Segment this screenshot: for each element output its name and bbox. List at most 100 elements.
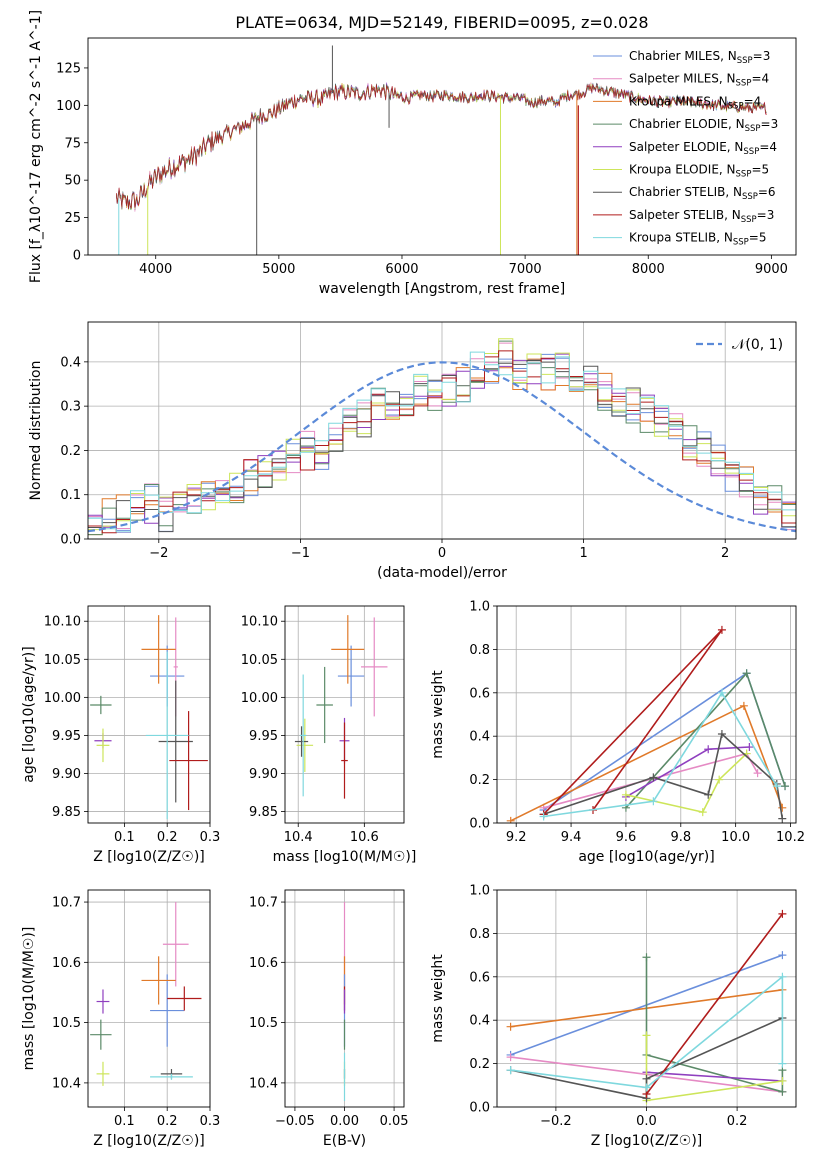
x-tick-label: 9.4: [561, 830, 582, 845]
spectrum-line-salpeter-stelib: [116, 83, 767, 210]
y-tick-label: 10.5: [249, 1016, 278, 1031]
weight-line-kroupa-stelib: [543, 691, 778, 818]
x-axis-label: Z [log10(Z/Z☉)]: [93, 1133, 205, 1149]
x-tick-label: 6000: [385, 262, 418, 277]
weight-marker: [506, 816, 515, 823]
y-tick-label: 75: [64, 136, 81, 151]
y-axis-label: mass weight: [430, 954, 446, 1043]
y-tick-label: 10.6: [249, 956, 278, 971]
weight-marker: [642, 1074, 651, 1083]
weight-marker: [739, 701, 748, 710]
y-tick-label: 10.10: [241, 615, 278, 630]
panel-weight_vs_Z: −0.2 0.0 0.2 0.0 0.2 0.4 0.6 0.8 1.0 Z [log10(Z/Z…: [430, 884, 797, 1149]
legend-label: Salpeter MILES, NSSP=4: [629, 72, 769, 89]
weight-marker: [772, 782, 781, 791]
weight-marker: [506, 1022, 515, 1031]
x-tick-label: 0.1: [114, 1114, 135, 1129]
legend-label: Chabrier STELIB, NSSP=6: [629, 185, 776, 202]
y-tick-label: 0.2: [469, 773, 490, 788]
weight-marker: [742, 669, 751, 678]
weight-line-chabrier-stelib: [543, 732, 784, 819]
x-axis-label: (data-model)/error: [377, 565, 507, 581]
legend-label: Chabrier ELODIE, NSSP=3: [629, 117, 778, 134]
plot-area: [506, 909, 787, 1105]
y-tick-label: 0.3: [60, 400, 81, 415]
x-tick-label: 2: [721, 546, 729, 561]
histogram-kroupa-stelib: [88, 351, 796, 533]
axes-frame: [87, 37, 797, 256]
axes-frame: [87, 889, 211, 1108]
weight-line-kroupa-miles: [510, 704, 784, 822]
y-tick-label: 10.7: [249, 896, 278, 911]
grid: [88, 606, 211, 823]
y-tick-label: 0.6: [469, 686, 490, 701]
figure-title: PLATE=0634, MJD=52149, FIBERID=0095, z=0…: [235, 13, 648, 32]
weight-line-salpeter-stelib: [645, 913, 784, 1095]
y-tick-label: 0.4: [469, 1014, 490, 1029]
histogram-salpeter-miles: [88, 342, 796, 531]
histogram-salpeter-elodie: [88, 353, 796, 533]
weight-marker: [778, 951, 787, 960]
x-tick-label: −0.05: [275, 1114, 315, 1129]
x-tick-label: 9.8: [670, 830, 691, 845]
weight-marker: [649, 773, 658, 782]
histogram-salpeter-stelib: [88, 350, 796, 534]
plot-area: [88, 338, 796, 536]
x-tick-label: −2: [149, 546, 168, 561]
y-tick-label: 0.0: [469, 1101, 490, 1116]
x-tick-label: 10.2: [776, 830, 805, 845]
y-tick-label: 0: [73, 249, 81, 264]
y-tick-label: 10.10: [44, 615, 81, 630]
x-axis-label: wavelength [Angstrom, rest frame]: [319, 281, 565, 297]
y-tick-label: 0.8: [469, 927, 490, 942]
x-tick-label: 8000: [632, 262, 665, 277]
panel-weight_vs_age: 9.2 9.4 9.6 9.8 10.0 10.2 0.0 0.2 0.4 0.6 0.8 1.0 ag…: [430, 600, 805, 866]
y-tick-label: 0.2: [60, 444, 81, 459]
weight-line-salpeter-elodie: [646, 1071, 783, 1082]
weight-marker: [778, 1059, 787, 1068]
weight-marker: [717, 730, 726, 739]
y-tick-label: 10.5: [52, 1016, 81, 1031]
y-tick-label: 10.4: [52, 1076, 81, 1091]
y-tick-label: 9.90: [52, 767, 81, 782]
weight-line-salpeter-stelib: [543, 629, 723, 815]
weight-marker: [745, 743, 754, 752]
x-tick-label: 4000: [139, 262, 172, 277]
x-axis-label: E(B-V): [323, 1133, 366, 1149]
axes-frame: [87, 605, 211, 824]
panel-residuals: −2 −1 0 1 2 0.0 0.1 0.2 0.3 0.4 (data-model)/error…: [28, 321, 797, 581]
histogram-kroupa-miles: [88, 358, 796, 536]
y-tick-label: 0.1: [60, 488, 81, 503]
normal-curve: [88, 361, 796, 533]
axes-frame: [496, 889, 797, 1108]
weight-marker: [698, 808, 707, 817]
x-axis-label: mass [log10(M/M☉)]: [273, 849, 417, 865]
x-tick-label: 0.0: [636, 1114, 657, 1129]
x-axis-label: age [log10(age/yr)]: [578, 849, 714, 865]
weight-line-chabrier-miles: [543, 672, 786, 811]
axes-frame: [284, 605, 405, 824]
legend-label: Kroupa STELIB, NSSP=5: [629, 231, 767, 248]
y-axis-label: mass [log10(M/M☉)]: [21, 927, 37, 1071]
plot-area: [90, 902, 202, 1086]
weight-line-kroupa-elodie: [625, 753, 748, 814]
weight-marker: [778, 1076, 787, 1085]
plot-area: [294, 615, 388, 799]
y-tick-label: 9.85: [249, 805, 278, 820]
y-tick-label: 10.05: [241, 653, 278, 668]
x-tick-label: 9.2: [506, 830, 527, 845]
x-tick-label: 10.6: [350, 830, 379, 845]
y-tick-label: 25: [64, 211, 81, 226]
legend-label: Chabrier MILES, NSSP=3: [629, 49, 770, 66]
y-tick-label: 0.2: [469, 1057, 490, 1072]
plot-area: [506, 625, 790, 823]
y-tick-label: 10.05: [44, 653, 81, 668]
weight-marker: [753, 769, 762, 778]
x-tick-label: 0.3: [200, 830, 221, 845]
x-tick-label: 0.2: [157, 1114, 178, 1129]
plot-area: [116, 45, 767, 255]
y-tick-label: 9.95: [52, 729, 81, 744]
x-tick-label: 0.05: [380, 1114, 409, 1129]
y-tick-label: 125: [56, 61, 81, 76]
y-tick-label: 0.0: [469, 817, 490, 832]
